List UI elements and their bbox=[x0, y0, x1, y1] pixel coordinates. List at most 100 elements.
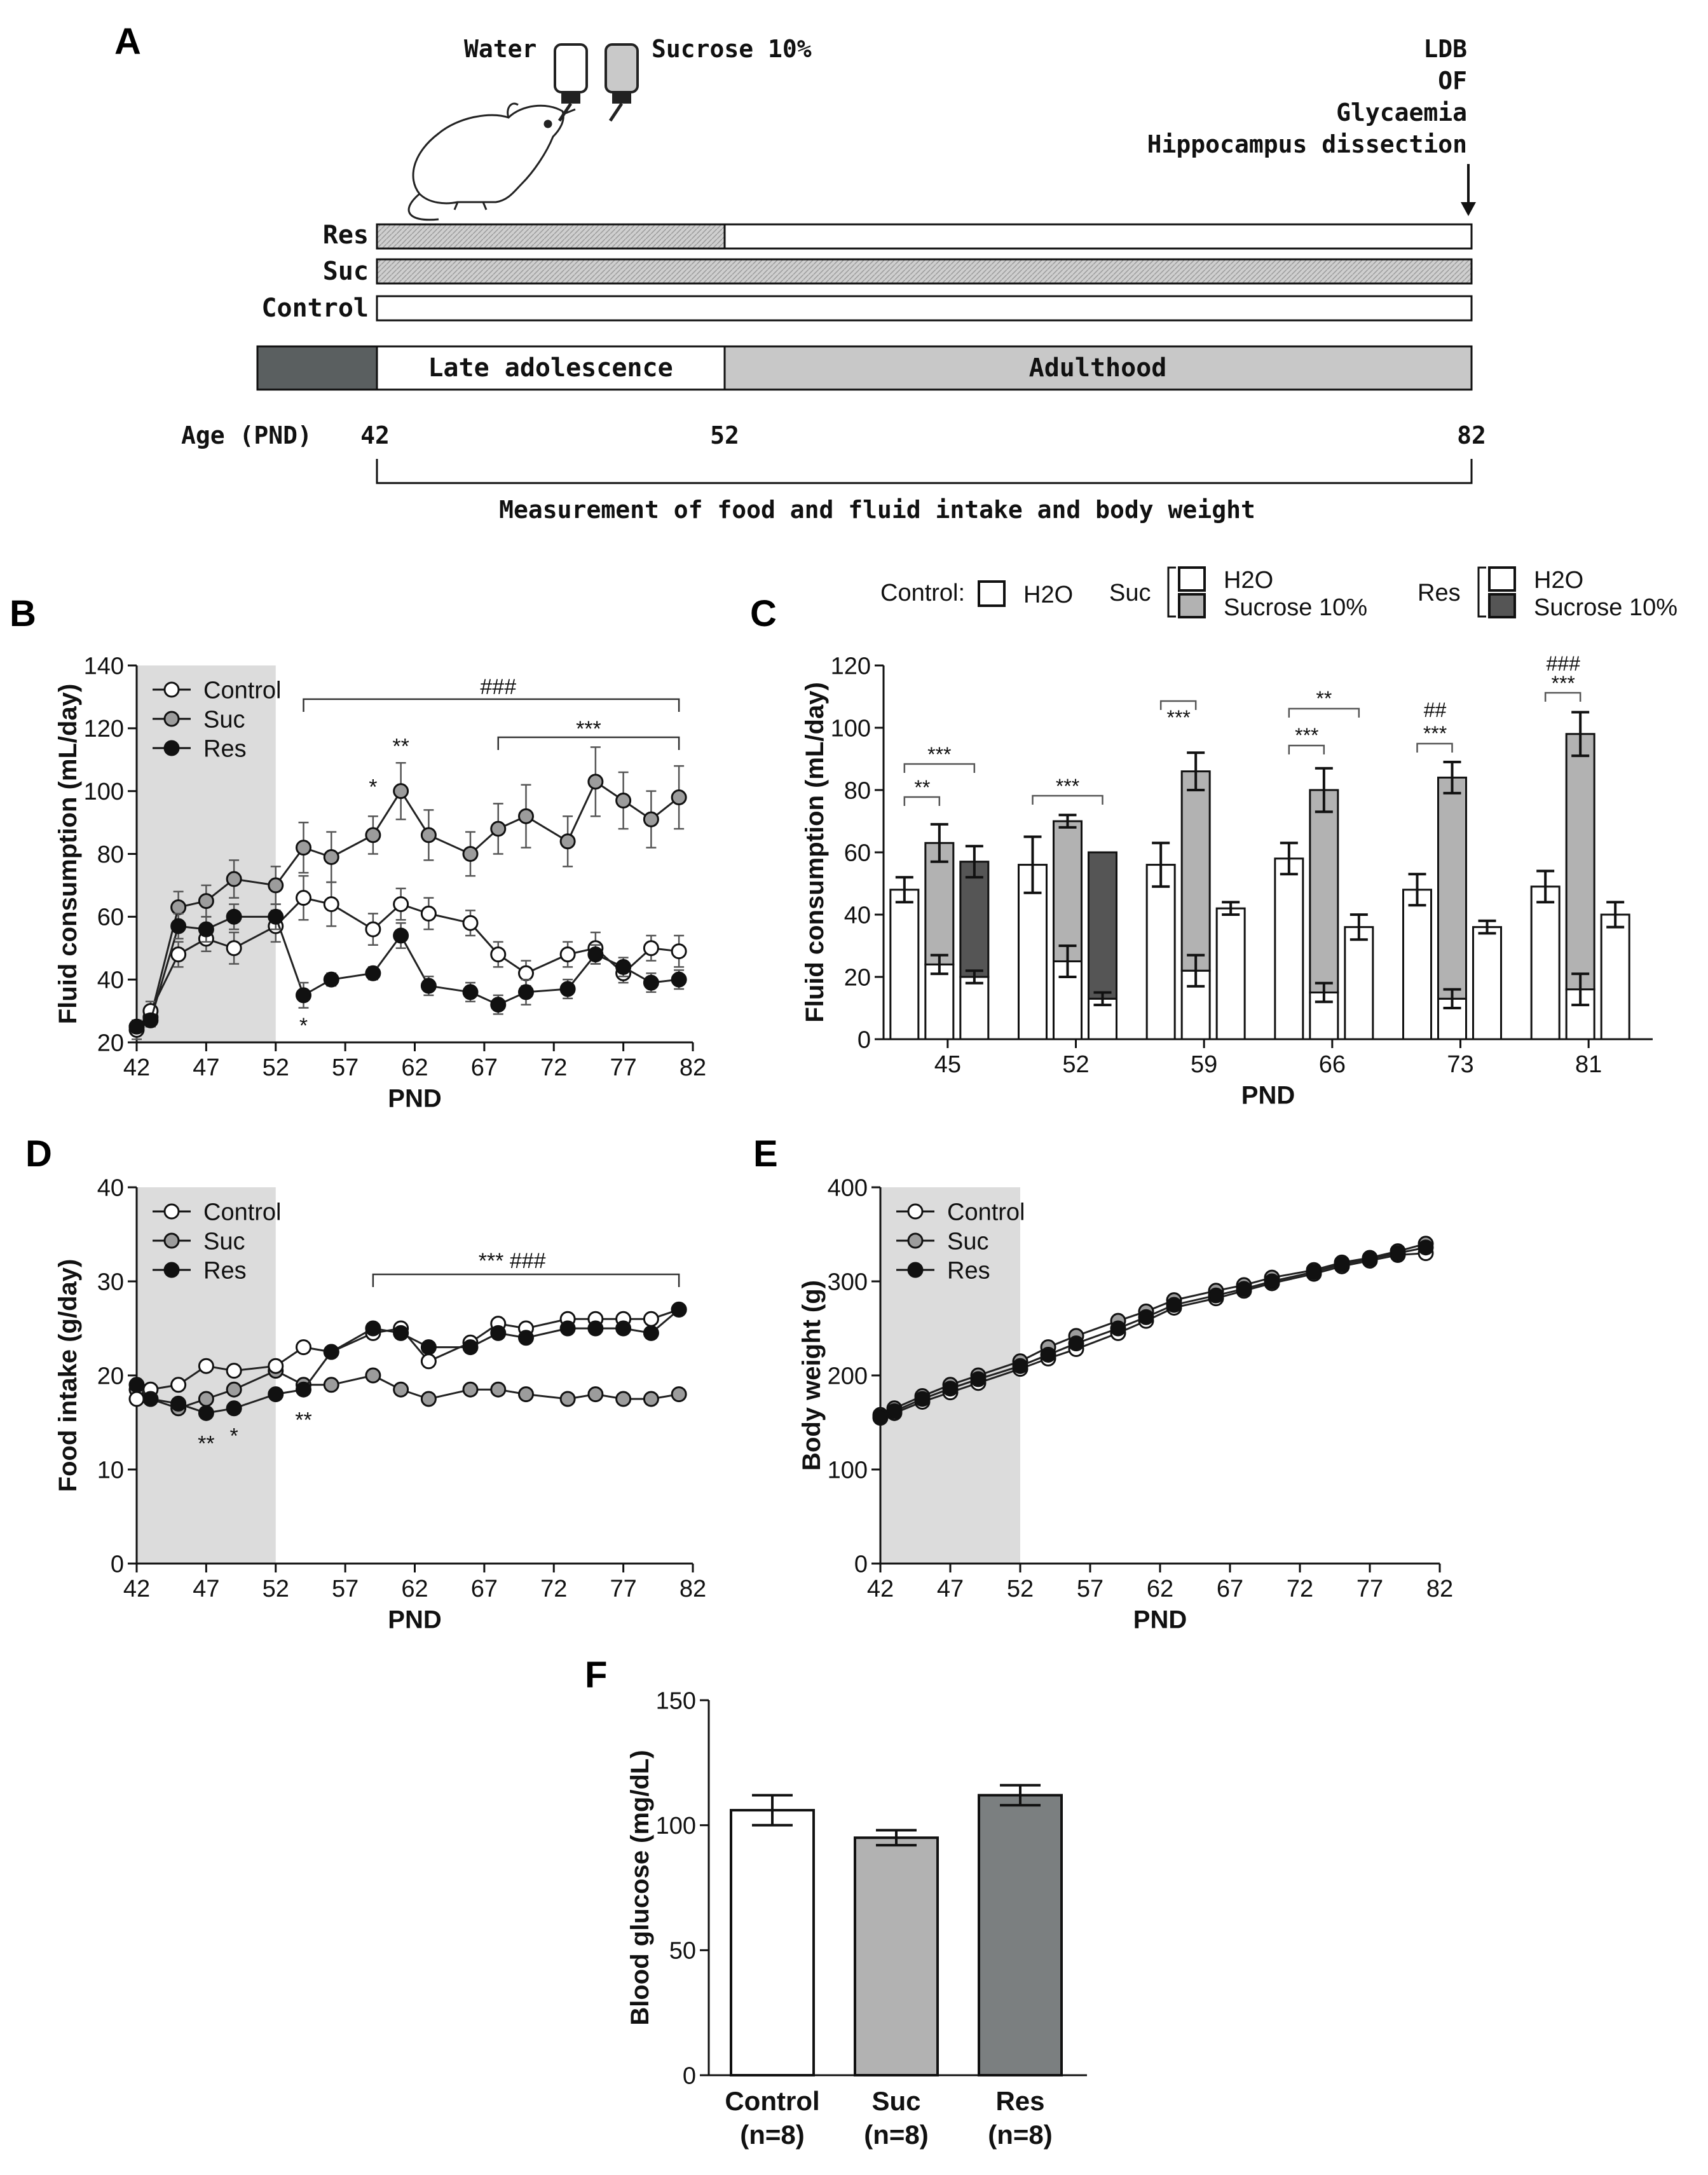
data-point-suc bbox=[365, 827, 381, 843]
x-tick-label: 52 bbox=[263, 1576, 289, 1602]
data-point-res bbox=[198, 1405, 214, 1421]
data-point-control bbox=[170, 946, 187, 963]
data-point-res bbox=[323, 971, 339, 988]
data-point-suc bbox=[490, 821, 507, 837]
x-tick-label: 66 bbox=[1319, 1051, 1346, 1078]
data-point-suc bbox=[587, 1386, 604, 1403]
data-point-res bbox=[886, 1403, 903, 1419]
bar-suc bbox=[854, 1836, 939, 2076]
legend-res-sucrose: Sucrose 10% bbox=[1534, 594, 1677, 621]
x-tick-label: 67 bbox=[471, 1576, 498, 1602]
bracket-59 bbox=[1159, 700, 1197, 710]
y-tick-label: 40 bbox=[844, 902, 871, 929]
data-point-res bbox=[198, 921, 214, 938]
data-point-res bbox=[587, 946, 604, 963]
category-label-suc: Suc bbox=[871, 2086, 920, 2116]
res-sucrose-bar bbox=[376, 223, 726, 250]
y-tick-label: 10 bbox=[97, 1457, 124, 1483]
y-tick-label: 150 bbox=[656, 1688, 696, 1714]
x-tick-label: 67 bbox=[471, 1054, 498, 1081]
legend-control-water: H2O bbox=[1023, 582, 1073, 608]
data-point-control bbox=[170, 1377, 187, 1393]
annotation-food-54: ** bbox=[295, 1408, 311, 1432]
x-tick-label: 52 bbox=[1007, 1576, 1034, 1602]
panel-label-a: A bbox=[114, 21, 141, 62]
water-label: Water bbox=[464, 35, 536, 63]
y-axis-title: Fluid consumption (mL/day) bbox=[801, 682, 829, 1023]
data-point-res bbox=[296, 1381, 311, 1398]
bar-res-sucrose bbox=[959, 861, 990, 978]
y-tick-label: 50 bbox=[669, 1938, 696, 1965]
x-tick-label: 59 bbox=[1191, 1051, 1217, 1078]
x-tick-label: 47 bbox=[937, 1576, 964, 1602]
y-tick-label: 0 bbox=[683, 2062, 696, 2089]
annotation-hash: ### bbox=[480, 675, 516, 699]
y-tick-label: 60 bbox=[844, 840, 871, 866]
x-tick-label: 57 bbox=[1077, 1576, 1103, 1602]
data-point-res bbox=[393, 927, 409, 944]
panel-d-chart: D 0 10 20 30 40 42 47 52 57 62 67 72 77 82 Food intake… bbox=[25, 1133, 706, 1633]
data-point-res bbox=[462, 1339, 479, 1356]
data-point-control bbox=[671, 943, 687, 960]
data-point-suc bbox=[420, 1391, 437, 1407]
bar-res-sucrose bbox=[1088, 851, 1117, 1000]
legend-swatch-suc-water bbox=[1178, 566, 1206, 592]
data-point-res bbox=[1012, 1358, 1028, 1374]
data-point-control bbox=[128, 1391, 145, 1407]
data-point-res bbox=[1040, 1346, 1056, 1363]
bar-control-water bbox=[889, 889, 920, 1040]
bar-res-water bbox=[1472, 926, 1502, 1040]
arrow-head-icon bbox=[1461, 202, 1476, 216]
bar-suc-sucrose bbox=[1309, 789, 1339, 993]
y-tick-label: 40 bbox=[97, 1175, 124, 1201]
data-point-res bbox=[872, 1408, 889, 1425]
data-point-res bbox=[268, 908, 284, 925]
measurement-label: Measurement of food and fluid intake and… bbox=[499, 496, 1255, 524]
data-point-suc bbox=[462, 846, 479, 862]
annotation-52: *** bbox=[1056, 775, 1079, 798]
data-point-suc bbox=[323, 849, 339, 865]
data-point-suc bbox=[462, 1381, 479, 1398]
data-point-res bbox=[587, 1320, 604, 1337]
data-point-suc bbox=[198, 893, 214, 910]
x-tick-label: 62 bbox=[401, 1054, 428, 1081]
panel-a: A Water Sucrose 10% LDB OF Glycaemia bbox=[114, 21, 1486, 524]
annotation-66-a: ** bbox=[1316, 687, 1332, 710]
bar-res-water bbox=[1344, 926, 1374, 1040]
data-point-suc bbox=[490, 1381, 507, 1398]
bracket-66-b bbox=[1288, 744, 1325, 754]
data-point-res bbox=[1138, 1309, 1154, 1325]
panel-label-c: C bbox=[750, 593, 777, 634]
y-tick-label: 200 bbox=[828, 1363, 868, 1389]
y-tick-label: 40 bbox=[97, 967, 124, 993]
panel-e-chart: E 0 100 200 300 400 42 47 52 57 62 67 72 77 82 Body we… bbox=[753, 1133, 1453, 1633]
data-point-control bbox=[365, 921, 381, 938]
annotation-66-b: *** bbox=[1295, 724, 1318, 747]
data-point-control bbox=[198, 1358, 214, 1374]
data-point-suc bbox=[615, 792, 632, 808]
data-point-control bbox=[643, 940, 659, 957]
y-tick-label: 120 bbox=[831, 653, 871, 679]
bracket-hash bbox=[303, 698, 680, 712]
data-point-res bbox=[1264, 1273, 1280, 1290]
legend-marker bbox=[163, 740, 180, 756]
x-tick-label: 62 bbox=[401, 1576, 428, 1602]
bracket-food bbox=[372, 1273, 680, 1287]
category-label-res: Res bbox=[995, 2086, 1044, 2116]
y-axis-title: Fluid consumption (mL/day) bbox=[54, 684, 82, 1025]
y-tick-label: 100 bbox=[656, 1813, 696, 1839]
annotation-food: *** ### bbox=[479, 1249, 546, 1273]
data-point-res bbox=[490, 997, 507, 1013]
rat-illustration bbox=[407, 102, 576, 221]
row-label-suc: Suc bbox=[323, 257, 369, 286]
bar-suc-water bbox=[924, 963, 955, 1040]
annotation-59: *** bbox=[1166, 706, 1190, 729]
bar-suc-sucrose bbox=[1180, 770, 1211, 972]
data-point-control bbox=[420, 905, 437, 922]
legend-control-label: Control: bbox=[880, 580, 965, 606]
y-tick-label: 100 bbox=[84, 779, 124, 805]
legend-suc-sucrose: Sucrose 10% bbox=[1224, 594, 1367, 621]
y-tick-label: 100 bbox=[831, 715, 871, 742]
